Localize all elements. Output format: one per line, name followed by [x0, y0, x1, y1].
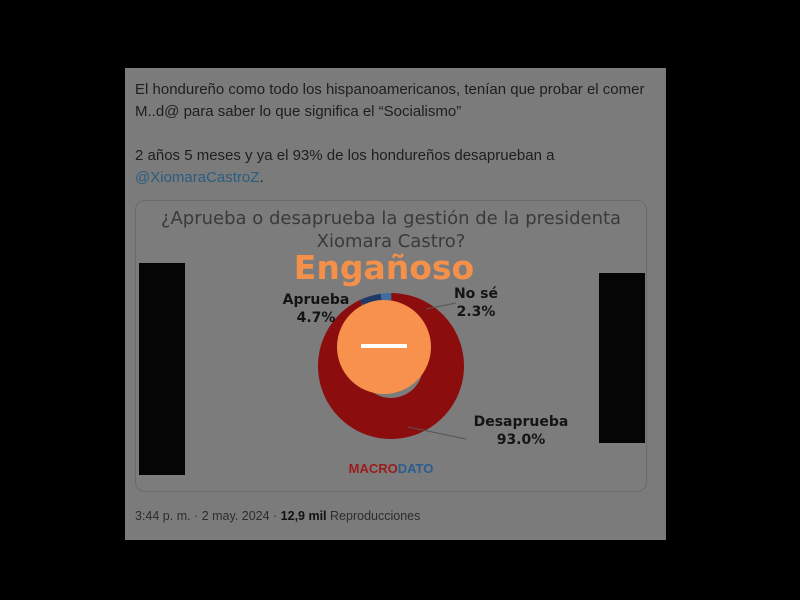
redaction-right [599, 273, 645, 443]
mention-suffix: . [259, 169, 264, 186]
mention-link[interactable]: @XiomaraCastroZ [135, 169, 260, 186]
tweet-text: El hondureño como todo los hispanoameric… [135, 81, 645, 120]
tweet-text-body: 2 años 5 meses y ya el 93% de los hondur… [135, 147, 555, 164]
chart-title: ¿Aprueba o desaprueba la gestión de la p… [160, 208, 622, 252]
timestamp[interactable]: 3:44 p. m. · 2 may. 2024 · [135, 509, 281, 523]
label-desaprueba: Desaprueba 93.0% [473, 414, 569, 448]
redaction-left [139, 263, 185, 475]
tweet-meta: 3:44 p. m. · 2 may. 2024 · 12,9 mil Repr… [135, 509, 420, 523]
views-count: 12,9 mil [280, 509, 327, 523]
views-label: Reproducciones [326, 509, 421, 523]
leader-line-2 [407, 426, 467, 440]
label-aprueba: Aprueba 4.7% [282, 292, 350, 326]
minus-icon [361, 344, 407, 348]
verdict-badge [337, 300, 431, 394]
label-no-se: No sé 2.3% [453, 286, 499, 320]
verdict-label: Engañoso [293, 248, 475, 287]
leader-line-1 [425, 302, 457, 310]
chart-image[interactable]: ¿Aprueba o desaprueba la gestión de la p… [135, 200, 647, 492]
tweet-text-2: 2 años 5 meses y ya el 93% de los hondur… [135, 145, 655, 189]
macrodato-logo: MACRODATO [348, 461, 434, 476]
tweet-card: El hondureño como todo los hispanoameric… [125, 68, 666, 540]
